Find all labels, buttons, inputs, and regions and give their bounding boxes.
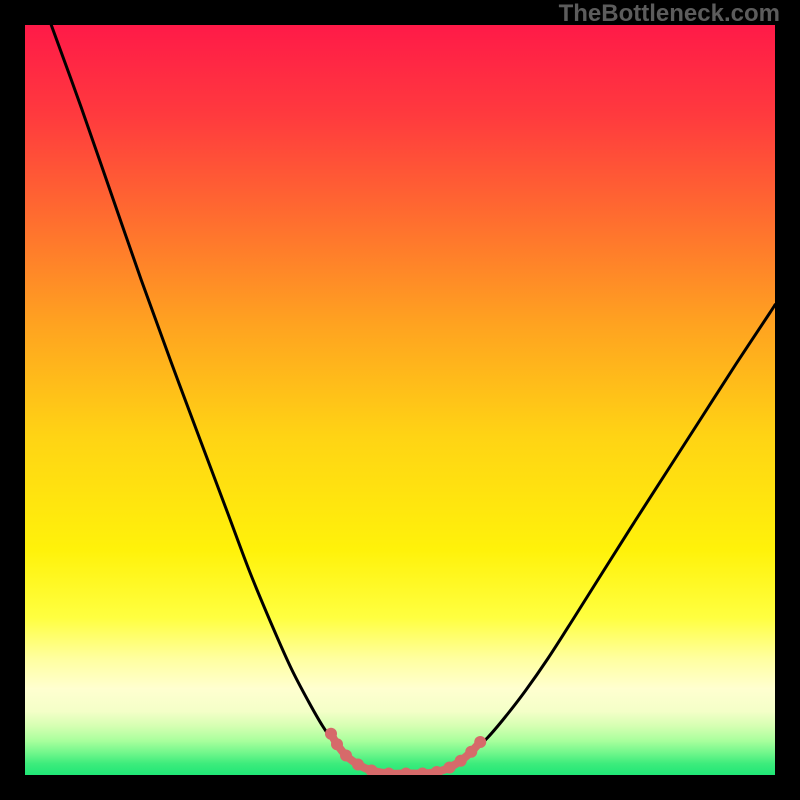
plot-svg [25, 25, 775, 775]
frame: TheBottleneck.com [0, 0, 800, 800]
plot-area [25, 25, 775, 775]
bottom-highlight-marker [455, 755, 467, 767]
bottom-highlight-marker [444, 762, 456, 774]
bottom-highlight-marker [465, 746, 477, 758]
bottom-highlight-marker [331, 738, 343, 750]
gradient-background [25, 25, 775, 775]
bottom-highlight-marker [352, 759, 364, 771]
bottom-highlight-marker [340, 750, 352, 762]
bottom-highlight-marker [474, 736, 486, 748]
watermark-text: TheBottleneck.com [559, 0, 780, 28]
bottom-highlight-marker [325, 728, 337, 740]
